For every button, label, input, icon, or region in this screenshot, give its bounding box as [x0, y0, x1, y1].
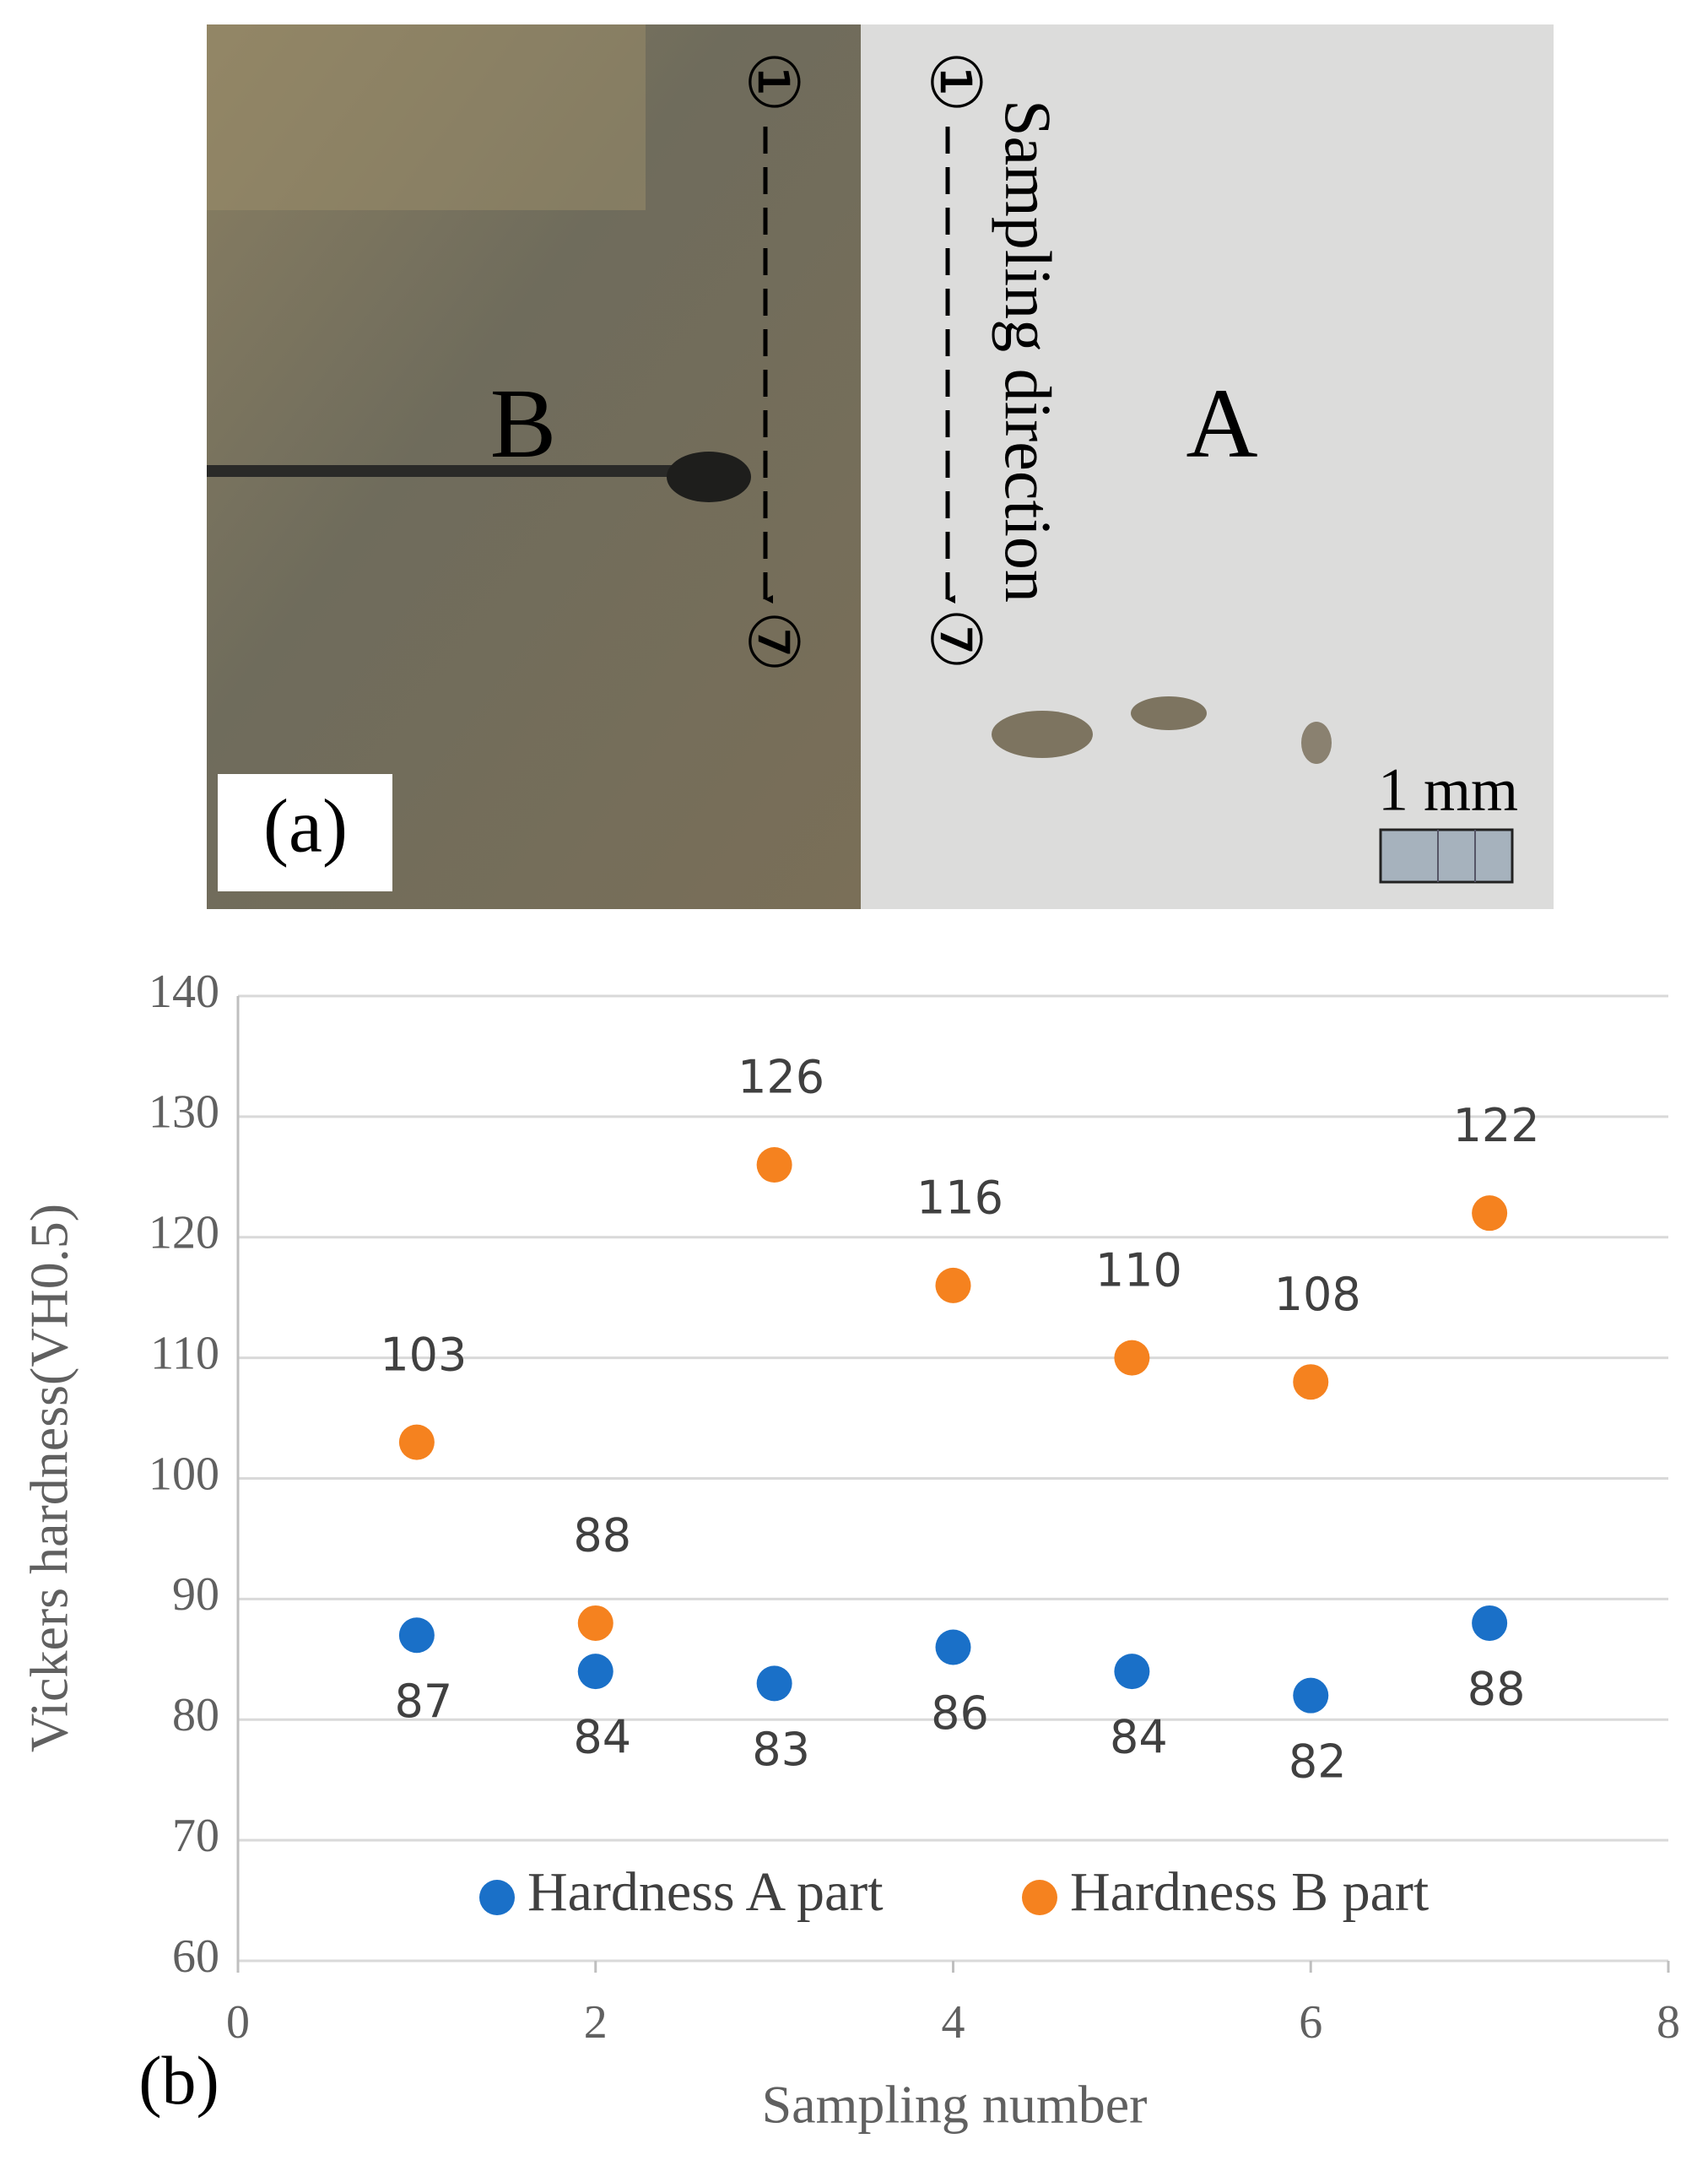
- data-point: [1293, 1677, 1329, 1714]
- data-label: 108: [1274, 1268, 1361, 1321]
- data-point: [398, 1424, 435, 1460]
- data-point: [1114, 1340, 1150, 1376]
- x-tick-label: 4: [942, 1996, 965, 2049]
- data-label: 87: [395, 1675, 453, 1728]
- x-tick-label: 6: [1299, 1996, 1322, 2049]
- surface-stain: [992, 711, 1093, 758]
- data-point: [935, 1267, 971, 1303]
- start-marker: ①: [734, 51, 811, 113]
- x-tick-label: 8: [1657, 1996, 1680, 2049]
- x-tick-label: 2: [584, 1996, 608, 2049]
- data-label: 86: [931, 1686, 989, 1740]
- data-label: 122: [1453, 1099, 1540, 1152]
- y-tick-label: 90: [172, 1568, 219, 1621]
- data-point: [398, 1617, 435, 1654]
- panel-label: (a): [263, 785, 348, 869]
- data-label: 110: [1095, 1243, 1182, 1297]
- direction-label: Sampling direction: [992, 100, 1065, 603]
- data-point: [1472, 1605, 1508, 1641]
- legend-label: Hardness A part: [527, 1861, 884, 1923]
- y-axis-label: Vickers hardness(VH0.5): [19, 1204, 79, 1752]
- data-point: [935, 1629, 971, 1665]
- data-label: 88: [573, 1509, 631, 1562]
- data-label: 126: [738, 1051, 824, 1104]
- region-a-surface: [861, 24, 1554, 909]
- surface-stain: [1131, 696, 1207, 730]
- surface-stain: [1301, 722, 1332, 764]
- data-point: [756, 1665, 792, 1702]
- data-point: [756, 1147, 792, 1183]
- data-label: 84: [1110, 1711, 1168, 1764]
- surface-stain: [207, 24, 646, 210]
- crack-blob: [667, 452, 751, 502]
- y-tick-label: 80: [172, 1689, 219, 1741]
- legend-label: Hardness B part: [1070, 1861, 1429, 1923]
- x-axis-label: Sampling number: [762, 2075, 1148, 2135]
- data-label: 82: [1289, 1735, 1347, 1788]
- data-point: [1293, 1364, 1329, 1400]
- region-label: B: [490, 368, 557, 479]
- end-marker: ⑦: [734, 610, 811, 673]
- y-tick-label: 120: [149, 1207, 219, 1259]
- region-label: A: [1186, 368, 1257, 479]
- data-point: [577, 1605, 613, 1641]
- y-tick-label: 130: [149, 1086, 219, 1139]
- data-point: [577, 1654, 613, 1690]
- y-tick-label: 60: [172, 1930, 219, 1983]
- data-label: 88: [1467, 1663, 1526, 1716]
- data-point: [1114, 1654, 1150, 1690]
- y-tick-label: 70: [172, 1810, 219, 1862]
- y-tick-label: 110: [150, 1327, 219, 1379]
- data-label: 116: [916, 1172, 1003, 1225]
- panel-label: (b): [138, 2042, 219, 2119]
- y-tick-label: 100: [149, 1448, 219, 1500]
- data-point: [1472, 1195, 1508, 1232]
- end-marker: ⑦: [916, 608, 993, 670]
- data-label: 84: [573, 1711, 631, 1764]
- legend-marker: [479, 1880, 515, 1915]
- data-label: 83: [752, 1723, 810, 1776]
- legend-marker: [1022, 1880, 1057, 1915]
- x-tick-label: 0: [226, 1996, 250, 2049]
- scale-bar: [1379, 828, 1514, 884]
- panel-label-box: [218, 774, 392, 891]
- data-label: 103: [380, 1328, 467, 1381]
- start-marker: ①: [916, 51, 993, 113]
- y-tick-label: 140: [149, 966, 219, 1018]
- scale-bar-label: 1 mm: [1378, 756, 1518, 824]
- photo-panel: ① ① ⑦ ⑦ Sampling direction B A 1 mm (a): [207, 24, 1554, 909]
